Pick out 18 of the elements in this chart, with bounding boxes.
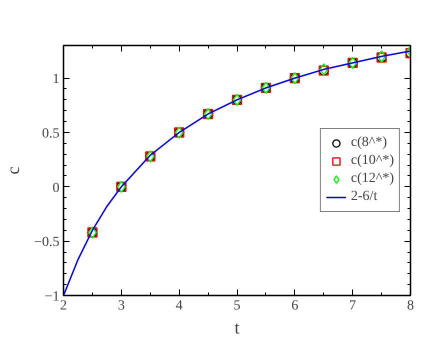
x-tick-label: 3	[118, 298, 125, 314]
x-tick-label: 8	[407, 298, 414, 314]
y-axis-title: c	[3, 166, 24, 174]
x-tick-label: 5	[234, 298, 240, 314]
legend-label: c(12^*)	[350, 170, 394, 188]
y-tick-label: −1	[44, 290, 60, 304]
y-tick-label: 1	[52, 72, 60, 88]
legend-label: 2-6/t	[350, 188, 378, 206]
x-tick-label: 4	[176, 298, 183, 314]
legend-label: c(10^*)	[350, 152, 394, 170]
x-tick-label: 6	[291, 298, 298, 314]
x-tick-label: 7	[349, 298, 356, 314]
y-tick-label: 0	[52, 180, 60, 196]
y-tick-label: −0.5	[34, 235, 60, 250]
y-tick-label: 0.5	[42, 126, 60, 142]
legend-label: c(8^*)	[350, 134, 387, 152]
x-tick-label: 2	[60, 298, 67, 314]
x-axis-title: t	[234, 318, 240, 338]
